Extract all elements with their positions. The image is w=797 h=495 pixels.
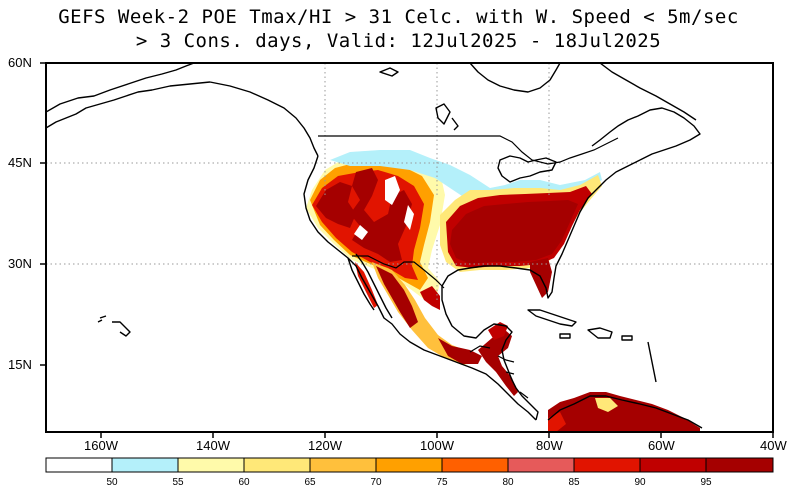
- colorbar-label-65: 65: [304, 477, 316, 488]
- colorbar-bin-7: [507, 457, 575, 473]
- shade-south-america: [548, 392, 700, 432]
- shade-west-darkred-2: [350, 168, 412, 262]
- shade-mexico-red-2: [420, 286, 440, 310]
- lat-label-30n: 30N: [8, 256, 32, 271]
- alaska-coast: [46, 63, 195, 113]
- south-america-coast: [547, 395, 703, 429]
- hispaniola: [587, 327, 613, 339]
- map-title-line-2: > 3 Cons. days, Valid: 12Jul2025 - 18Jul…: [135, 30, 662, 52]
- axis-ticks: [40, 62, 774, 438]
- lon-label-100w: 100W: [420, 438, 454, 453]
- great-lakes: [497, 155, 557, 183]
- shade-central-america: [478, 330, 518, 396]
- colorbar-label-60: 60: [238, 477, 250, 488]
- colorbar-label-90: 90: [634, 477, 646, 488]
- bc-coast: [209, 81, 319, 157]
- alaska-peninsula: [46, 81, 211, 129]
- coastlines: [46, 63, 703, 429]
- colorbar-bin-0: [45, 457, 113, 473]
- shade-west-white-gaps: [354, 176, 414, 240]
- colorbar-label-75: 75: [436, 477, 448, 488]
- labrador: [599, 63, 697, 121]
- colorbar-label-70: 70: [370, 477, 382, 488]
- shade-west-darkred: [316, 182, 356, 228]
- jamaica: [559, 333, 571, 339]
- shade-sa-light: [595, 398, 618, 412]
- gulf-of-california: [355, 253, 393, 319]
- colorbar-bin-3: [243, 457, 311, 473]
- us-mexico-border: [352, 255, 445, 289]
- probability-shading: [306, 150, 700, 432]
- graticule: [46, 63, 773, 300]
- colorbar-label-85: 85: [568, 477, 580, 488]
- colorbar-bin-4: [309, 457, 377, 473]
- aleutians: [97, 315, 131, 337]
- hudson-bay: [469, 63, 561, 93]
- colorbar-bin-10: [705, 457, 774, 473]
- lat-label-15n: 15N: [8, 357, 32, 372]
- pacific-coast: [303, 155, 537, 421]
- colorbar-bin-6: [441, 457, 509, 473]
- atlantic-canada: [591, 107, 701, 161]
- colorbar-bin-1: [111, 457, 179, 473]
- lon-label-80w: 80W: [536, 438, 563, 453]
- shade-mexico-south: [438, 338, 482, 364]
- colorbar-label-55: 55: [172, 477, 184, 488]
- cuba: [527, 309, 577, 327]
- shade-mexico-red: [376, 266, 418, 328]
- map-frame: [45, 62, 774, 433]
- us-canada-border: [318, 135, 619, 165]
- map-title-line-1: GEFS Week-2 POE Tmax/HI > 31 Celc. with …: [58, 6, 739, 28]
- colorbar-label-80: 80: [502, 477, 514, 488]
- colorbar-bin-9: [639, 457, 707, 473]
- colorbar-label-50: 50: [106, 477, 118, 488]
- lat-label-60n: 60N: [8, 55, 32, 70]
- shade-east-darkred: [450, 200, 578, 264]
- political-borders: [318, 135, 619, 399]
- lon-label-40w: 40W: [760, 438, 787, 453]
- lat-label-45n: 45N: [8, 155, 32, 170]
- baja-peninsula: [347, 257, 375, 311]
- lon-label-120w: 120W: [308, 438, 342, 453]
- colorbar-bin-8: [573, 457, 641, 473]
- shade-yucatan: [488, 322, 508, 340]
- puerto-rico: [621, 335, 633, 341]
- central-america-borders: [469, 345, 529, 399]
- gulf-coast: [441, 159, 641, 421]
- colorbar-bin-5: [375, 457, 443, 473]
- colorbar-bin-2: [177, 457, 245, 473]
- lon-label-140w: 140W: [196, 438, 230, 453]
- colorbar-label-95: 95: [700, 477, 712, 488]
- lon-label-160w: 160W: [84, 438, 118, 453]
- lesser-antilles: [647, 341, 657, 383]
- lon-label-60w: 60W: [648, 438, 675, 453]
- canada-north: [379, 67, 459, 131]
- colorbar: [45, 457, 774, 473]
